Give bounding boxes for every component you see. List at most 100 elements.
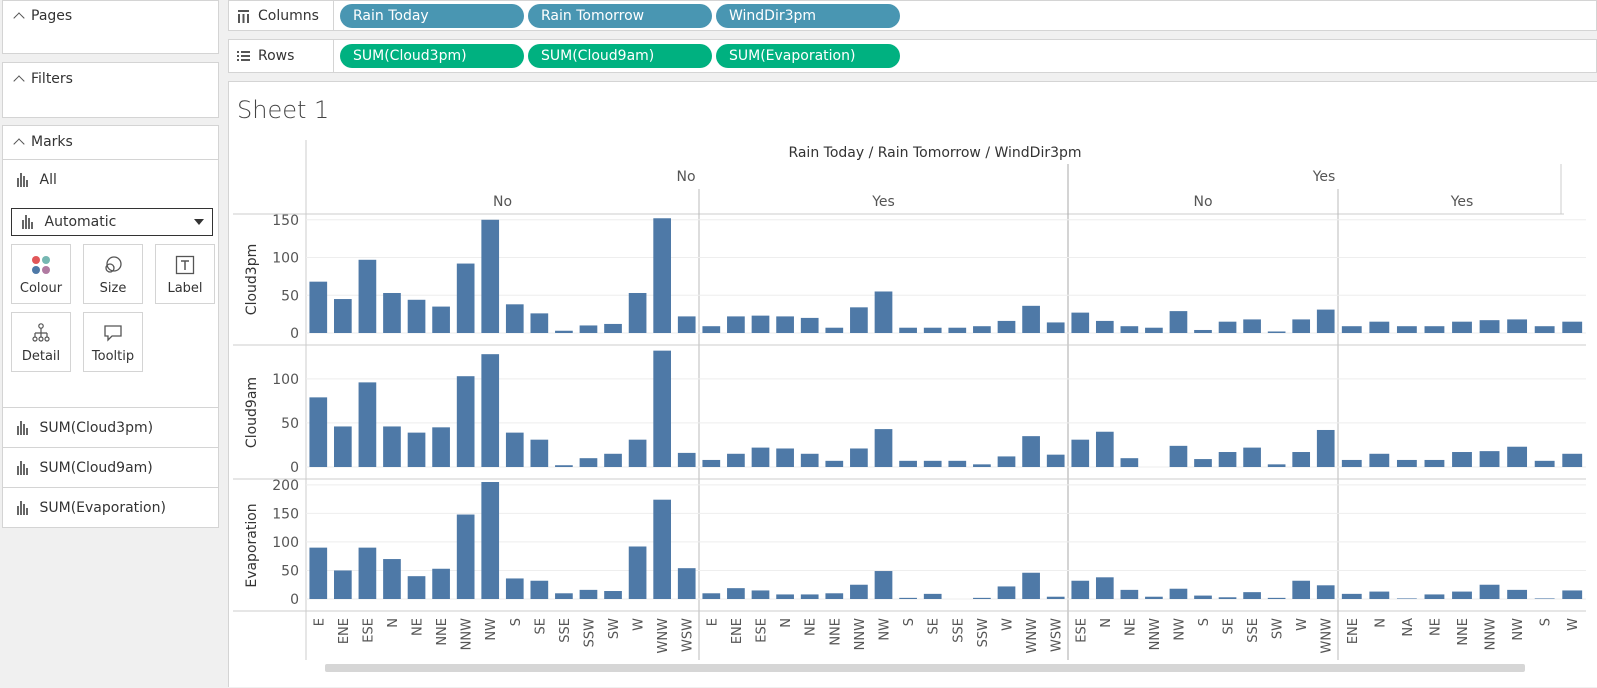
columns-shelf[interactable]: Columns Rain Today Rain Tomorrow WindDir… xyxy=(228,0,1597,31)
bar xyxy=(1243,447,1261,467)
row-pill-cloud3pm[interactable]: SUM(Cloud3pm) xyxy=(340,44,524,68)
y-tick-label: 200 xyxy=(272,478,299,494)
bar xyxy=(1145,596,1163,599)
bar xyxy=(948,460,967,467)
measure-tab-cloud3pm[interactable]: SUM(Cloud3pm) xyxy=(3,407,218,447)
x-category-label: NNE xyxy=(828,618,843,646)
measure-tab-evaporation[interactable]: SUM(Evaporation) xyxy=(3,487,218,527)
bar xyxy=(677,316,696,333)
tooltip-button[interactable]: Tooltip xyxy=(83,312,143,372)
bar-chart[interactable]: Rain Today / Rain Tomorrow / WindDir3pm N… xyxy=(229,82,1597,688)
bar xyxy=(1169,445,1188,467)
y-tick-label: 0 xyxy=(290,592,299,608)
bar xyxy=(1071,439,1090,467)
shelf-divider xyxy=(333,1,334,30)
bar xyxy=(1534,326,1555,333)
rows-shelf[interactable]: Rows SUM(Cloud3pm) SUM(Cloud9am) SUM(Eva… xyxy=(228,39,1597,73)
y-tick-label: 100 xyxy=(272,535,299,551)
bar xyxy=(383,426,401,467)
filters-header[interactable]: Filters xyxy=(13,71,73,87)
x-category-label: NE xyxy=(1123,618,1138,636)
marks-card: Marks All Automatic Colour Size Label De… xyxy=(2,125,219,528)
bar xyxy=(1243,319,1261,333)
bar xyxy=(727,453,745,467)
bar xyxy=(456,376,475,467)
horizontal-scrollbar[interactable] xyxy=(325,664,1525,672)
bar xyxy=(850,448,868,467)
bar xyxy=(997,586,1016,599)
bar xyxy=(1507,319,1528,333)
columns-shelf-label: Columns xyxy=(237,1,319,31)
x-category-label: S xyxy=(1197,618,1212,626)
bar xyxy=(899,597,917,599)
detail-button[interactable]: Detail xyxy=(11,312,71,372)
x-category-label: SE xyxy=(927,618,942,634)
y-tick-label: 50 xyxy=(281,416,299,432)
column-pill-rain-tomorrow[interactable]: Rain Tomorrow xyxy=(528,4,712,28)
bar xyxy=(899,460,917,467)
x-category-label: SSE xyxy=(1246,618,1261,643)
x-category-label: NNE xyxy=(1456,618,1471,646)
bar xyxy=(653,499,671,599)
marks-all-tab[interactable]: All xyxy=(3,159,218,199)
mark-type-dropdown[interactable]: Automatic xyxy=(11,208,213,236)
x-category-label: WNW xyxy=(1025,618,1040,654)
y-tick-label: 50 xyxy=(281,563,299,579)
bar xyxy=(1479,320,1500,333)
bar xyxy=(874,291,893,333)
bar xyxy=(407,299,426,333)
rows-shelf-label: Rows xyxy=(237,40,294,72)
collapse-caret-icon[interactable] xyxy=(13,138,25,150)
axis-title: Evaporation xyxy=(244,503,260,587)
bar xyxy=(1452,452,1472,467)
bar xyxy=(727,316,745,333)
bar xyxy=(1120,458,1139,467)
mark-type-value: Automatic xyxy=(44,214,117,230)
bar xyxy=(1046,322,1065,333)
row-pill-evaporation[interactable]: SUM(Evaporation) xyxy=(716,44,900,68)
y-tick-label: 100 xyxy=(272,372,299,388)
bar xyxy=(1507,446,1528,467)
column-pill-winddir3pm[interactable]: WindDir3pm xyxy=(716,4,900,28)
bar xyxy=(1341,326,1362,333)
row-pill-cloud9am[interactable]: SUM(Cloud9am) xyxy=(528,44,712,68)
bar-chart-icon xyxy=(17,500,28,515)
x-category-label: N xyxy=(779,618,794,628)
collapse-caret-icon[interactable] xyxy=(13,75,25,87)
worksheet-view[interactable]: Sheet 1 Rain Today / Rain Tomorrow / Win… xyxy=(228,81,1597,687)
measure-tab-cloud9am[interactable]: SUM(Cloud9am) xyxy=(3,447,218,487)
bar xyxy=(383,559,401,599)
bar xyxy=(1316,585,1335,599)
bar xyxy=(850,584,868,599)
x-category-label: NE xyxy=(1428,618,1443,636)
bar xyxy=(1194,459,1212,467)
shelf-divider xyxy=(333,40,334,72)
pages-header[interactable]: Pages xyxy=(13,8,72,24)
bar xyxy=(973,464,991,467)
bar xyxy=(1267,331,1286,333)
bar xyxy=(555,593,573,599)
bar xyxy=(505,304,524,333)
collapse-caret-icon[interactable] xyxy=(13,12,25,24)
colour-button[interactable]: Colour xyxy=(11,244,71,304)
sheet-title: Sheet 1 xyxy=(237,96,330,124)
x-category-label: SE xyxy=(1222,618,1237,634)
x-category-label: W xyxy=(632,618,647,631)
x-category-label: NNW xyxy=(1148,618,1163,650)
column-pill-rain-today[interactable]: Rain Today xyxy=(340,4,524,28)
x-category-label: WSW xyxy=(1050,618,1065,652)
bar xyxy=(1292,319,1311,333)
bar xyxy=(407,576,426,599)
bar xyxy=(1095,320,1114,333)
x-category-label: WNW xyxy=(656,618,671,654)
marks-header[interactable]: Marks xyxy=(13,134,73,150)
bar xyxy=(923,327,942,333)
bar xyxy=(1218,321,1237,333)
label-button[interactable]: Label xyxy=(155,244,215,304)
bar xyxy=(1316,309,1335,333)
bar xyxy=(874,429,893,467)
bar xyxy=(776,594,794,599)
bar xyxy=(1022,305,1040,333)
bar xyxy=(1022,436,1040,467)
size-button[interactable]: Size xyxy=(83,244,143,304)
